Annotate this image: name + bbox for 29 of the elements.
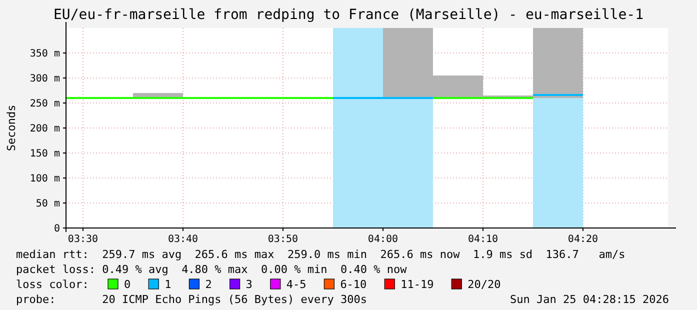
legend-label: 0 bbox=[124, 278, 131, 291]
legend-label: 3 bbox=[246, 278, 252, 291]
text: Sun Jan 25 04:28:15 2026 bbox=[510, 293, 669, 306]
x-tick-label: 04:10 bbox=[468, 234, 498, 245]
text: packet loss: 0.49 % avg 4.80 % max 0.00 % min 0.40 % now bbox=[16, 263, 408, 276]
y-tick-label: 200 m bbox=[30, 124, 60, 134]
x-tick-label: 04:20 bbox=[568, 234, 598, 245]
x-tick-label: 03:50 bbox=[268, 234, 298, 245]
legend-label: 1 bbox=[164, 278, 172, 291]
legend-title: loss color: bbox=[16, 278, 89, 291]
y-tick-label: 0 bbox=[54, 224, 60, 234]
y-tick-label: 100 m bbox=[30, 174, 60, 184]
y-tick-label: 150 m bbox=[30, 148, 60, 160]
x-tick-label: 03:40 bbox=[168, 234, 198, 245]
legend-label: 2 bbox=[205, 278, 212, 291]
text: probe: 20 ICMP Echo Pings (56 Bytes) every 300s bbox=[16, 293, 367, 306]
y-tick-label: 300 m bbox=[30, 74, 60, 84]
legend-label: 4-5 bbox=[286, 278, 306, 291]
y-tick-label: 50 m bbox=[36, 198, 60, 210]
legend-label: 20/20 bbox=[468, 278, 501, 291]
y-tick-label: 350 m bbox=[30, 48, 60, 60]
chart-title: EU/eu-fr-marseille from redping to France (Marseille) - eu-marseille-1 bbox=[53, 7, 644, 23]
y-axis-title: Seconds bbox=[5, 104, 18, 152]
y-tick-label: 250 m bbox=[30, 98, 60, 110]
text: median rtt: 259.7 ms avg 265.6 ms max 259.0 ms min 265.6 ms now 1.9 ms sd 136.7 am/s bbox=[16, 248, 626, 261]
legend-label: 11-19 bbox=[400, 278, 434, 291]
legend-label: 6-10 bbox=[340, 278, 367, 291]
x-tick-label: 04:00 bbox=[368, 234, 398, 245]
x-tick-label: 03:30 bbox=[68, 234, 98, 245]
